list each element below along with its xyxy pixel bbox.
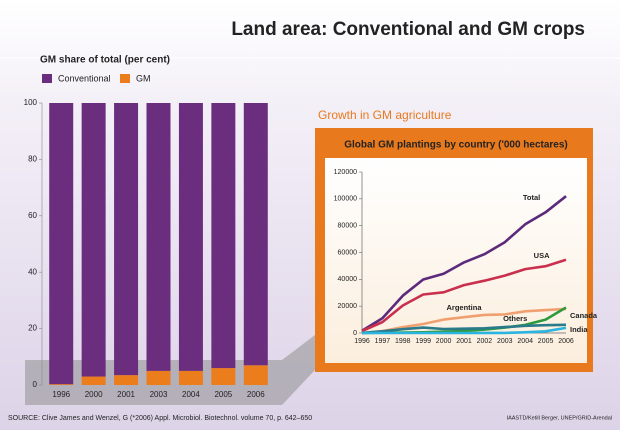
x-tick-label: 2000 bbox=[85, 390, 103, 399]
legend-swatch bbox=[42, 74, 52, 83]
bar-segment bbox=[81, 103, 106, 377]
series-label: India bbox=[570, 325, 588, 334]
x-tick-label: 1998 bbox=[395, 338, 411, 345]
x-tick-label: 2001 bbox=[117, 390, 135, 399]
x-tick-label: 2003 bbox=[497, 338, 513, 345]
x-tick-label: 1997 bbox=[375, 338, 391, 345]
bar-segment bbox=[81, 376, 106, 385]
series-line bbox=[361, 323, 567, 335]
page-title: Land area: Conventional and GM crops bbox=[231, 19, 585, 40]
y-tick-label: 100 bbox=[24, 98, 38, 107]
credit: IAASTD/Ketill Berger, UNEP/GRID-Arendal bbox=[507, 415, 612, 421]
y-tick-label: 20000 bbox=[338, 303, 358, 310]
bar-segment bbox=[49, 384, 74, 385]
y-tick-label: 60 bbox=[28, 211, 37, 220]
series-label: Argentina bbox=[446, 303, 482, 312]
series-label: Others bbox=[503, 314, 527, 323]
x-tick-label: 2006 bbox=[247, 390, 265, 399]
x-tick-label: 2005 bbox=[538, 338, 554, 345]
x-tick-label: 2000 bbox=[436, 338, 452, 345]
series-label: USA bbox=[534, 251, 550, 260]
bar-segment bbox=[211, 368, 236, 385]
bar-segment bbox=[178, 103, 203, 371]
legend-label: GM bbox=[136, 73, 151, 83]
bar-segment bbox=[49, 103, 74, 385]
y-tick-label: 40 bbox=[28, 267, 37, 276]
series-line bbox=[361, 258, 567, 333]
x-tick-label: 2003 bbox=[150, 390, 168, 399]
series-label: Canada bbox=[570, 311, 598, 320]
y-tick-label: 0 bbox=[353, 330, 357, 337]
y-tick-label: 120000 bbox=[334, 169, 357, 176]
x-tick-label: 2004 bbox=[182, 390, 200, 399]
inset-header: Growth in GM agriculture bbox=[318, 108, 452, 122]
x-tick-label: 2006 bbox=[558, 338, 574, 345]
x-tick-label: 2002 bbox=[477, 338, 493, 345]
bar-segment bbox=[114, 103, 139, 376]
y-tick-label: 100000 bbox=[334, 196, 357, 203]
y-tick-label: 80 bbox=[28, 155, 37, 164]
series-label: Total bbox=[523, 193, 540, 202]
legend-swatch bbox=[120, 74, 130, 83]
chart-title: GM share of total (per cent) bbox=[40, 55, 170, 66]
x-tick-label: 2005 bbox=[214, 390, 232, 399]
source: SOURCE: Clive James and Wenzel, G (*2006… bbox=[8, 415, 312, 422]
bar-segment bbox=[146, 370, 171, 385]
bar-segment bbox=[146, 103, 171, 371]
bar-segment bbox=[243, 103, 268, 366]
x-tick-label: 2001 bbox=[456, 338, 472, 345]
series-line bbox=[361, 195, 567, 332]
x-tick-label: 1996 bbox=[354, 338, 370, 345]
bar-segment bbox=[178, 370, 203, 385]
y-tick-label: 0 bbox=[33, 380, 38, 389]
legend-label: Conventional bbox=[58, 73, 111, 83]
y-tick-label: 80000 bbox=[338, 223, 358, 230]
bar-segment bbox=[114, 375, 139, 385]
series-line bbox=[361, 307, 567, 335]
y-tick-label: 40000 bbox=[338, 276, 358, 283]
series-line bbox=[362, 326, 567, 335]
y-tick-label: 60000 bbox=[338, 249, 358, 256]
x-tick-label: 2004 bbox=[517, 338, 533, 345]
bar-segment bbox=[211, 103, 236, 369]
x-tick-label: 1999 bbox=[415, 338, 431, 345]
inset-title: Global GM plantings by country ('000 hec… bbox=[344, 140, 568, 151]
x-tick-label: 1996 bbox=[52, 390, 70, 399]
bar-segment bbox=[243, 365, 268, 385]
y-tick-label: 20 bbox=[28, 324, 37, 333]
